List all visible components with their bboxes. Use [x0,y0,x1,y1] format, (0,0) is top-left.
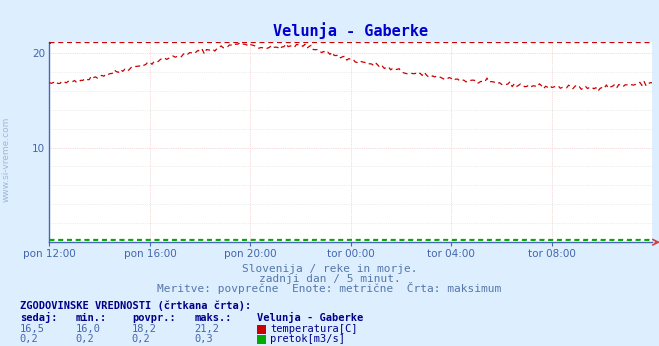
Text: 16,5: 16,5 [20,324,45,334]
Text: 0,2: 0,2 [20,334,38,344]
Text: 21,2: 21,2 [194,324,219,334]
Text: Meritve: povprečne  Enote: metrične  Črta: maksimum: Meritve: povprečne Enote: metrične Črta:… [158,282,501,294]
Text: 0,2: 0,2 [76,334,94,344]
Text: 18,2: 18,2 [132,324,157,334]
Title: Velunja - Gaberke: Velunja - Gaberke [273,22,428,39]
Text: Velunja - Gaberke: Velunja - Gaberke [257,312,363,323]
Text: Slovenija / reke in morje.: Slovenija / reke in morje. [242,264,417,274]
Text: povpr.:: povpr.: [132,313,175,323]
Text: 0,2: 0,2 [132,334,150,344]
Text: min.:: min.: [76,313,107,323]
Text: pretok[m3/s]: pretok[m3/s] [270,334,345,344]
Text: ZGODOVINSKE VREDNOSTI (črtkana črta):: ZGODOVINSKE VREDNOSTI (črtkana črta): [20,300,251,311]
Text: temperatura[C]: temperatura[C] [270,324,358,334]
Text: 0,3: 0,3 [194,334,213,344]
Text: maks.:: maks.: [194,313,232,323]
Text: sedaj:: sedaj: [20,312,57,323]
Text: 16,0: 16,0 [76,324,101,334]
Text: zadnji dan / 5 minut.: zadnji dan / 5 minut. [258,274,401,284]
Text: www.si-vreme.com: www.si-vreme.com [2,117,11,202]
